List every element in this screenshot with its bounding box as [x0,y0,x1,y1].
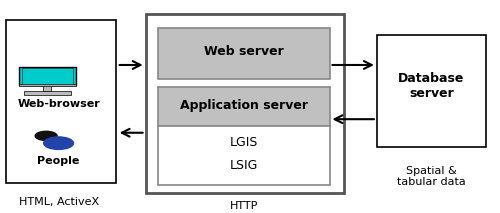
Text: Application server: Application server [180,99,308,112]
Circle shape [44,137,74,150]
Text: HTML, ActiveX: HTML, ActiveX [18,197,98,207]
Bar [22,68,73,83]
Bar [377,35,486,147]
Text: Web server: Web server [204,45,284,58]
Bar [158,29,330,79]
Text: HTTP: HTTP [230,201,258,211]
Text: Database
server: Database server [398,72,464,100]
Bar [19,84,76,86]
Bar [6,20,116,183]
Text: LGIS: LGIS [230,136,258,149]
Bar [44,84,52,91]
Bar [158,127,330,185]
Circle shape [35,131,57,140]
Text: Spatial &
tabular data: Spatial & tabular data [397,166,466,187]
Bar [19,67,76,85]
Bar [158,87,330,127]
Text: People: People [38,156,80,166]
Bar [24,91,71,95]
Text: Web-browser: Web-browser [17,99,100,109]
Text: LSIG: LSIG [230,158,258,171]
Bar [146,14,344,193]
